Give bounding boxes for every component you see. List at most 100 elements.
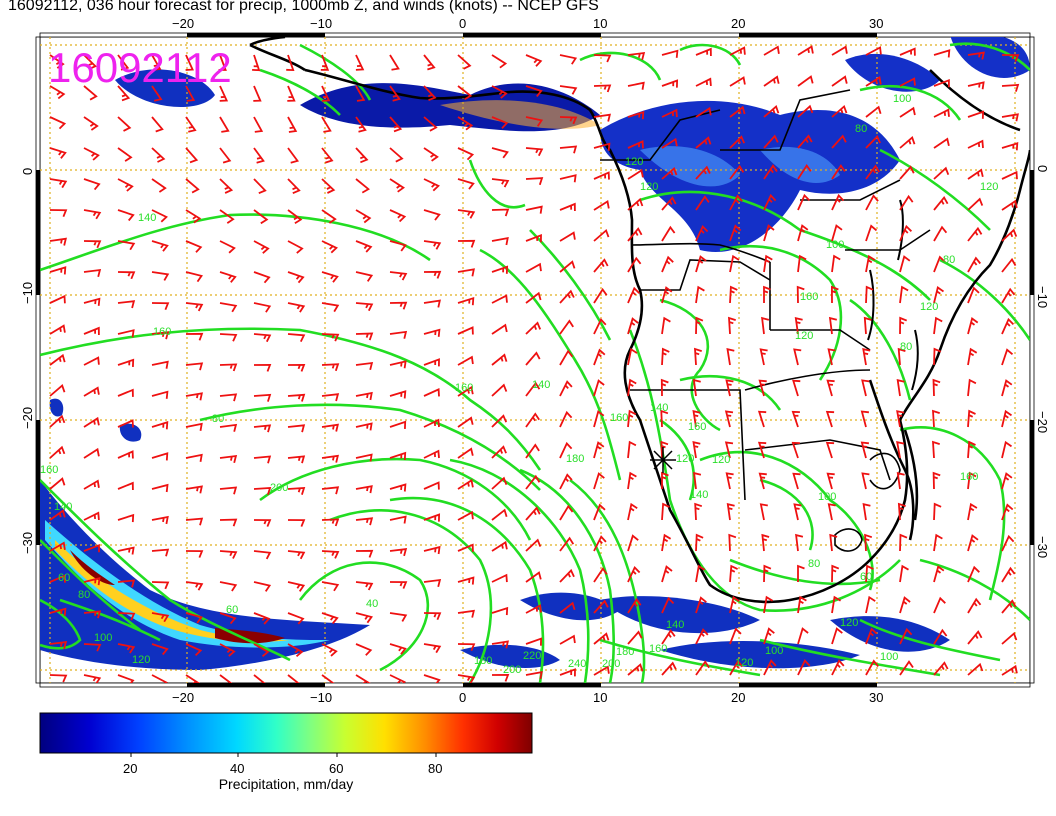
contour-label: 140	[690, 489, 708, 501]
wind-barb	[724, 441, 734, 459]
contour-label: 120	[920, 301, 938, 313]
wind-barb	[967, 81, 985, 90]
wind-barb	[423, 85, 437, 102]
wind-barb	[729, 76, 746, 87]
wind-barb	[933, 596, 946, 614]
wind-barb	[728, 316, 736, 335]
wind-barb	[491, 606, 509, 616]
wind-barb	[967, 662, 984, 676]
wind-barb	[695, 106, 712, 118]
wind-barb	[117, 450, 134, 459]
wind-barb	[933, 286, 945, 304]
wind-barb	[559, 634, 576, 645]
wind-barb	[627, 565, 641, 583]
wind-barb	[117, 329, 135, 338]
wind-barb	[933, 347, 942, 366]
wind-barb	[865, 135, 881, 149]
wind-barb	[389, 390, 407, 399]
contour-label: 80	[855, 123, 867, 135]
wind-barb	[761, 316, 770, 335]
wind-barb	[1001, 287, 1016, 304]
wind-barb	[593, 472, 605, 490]
contour-label: 120	[795, 330, 813, 342]
wind-barb	[865, 564, 874, 583]
wind-barb	[355, 147, 369, 164]
wind-barb	[457, 147, 475, 161]
wind-barb	[1001, 317, 1015, 335]
wind-barb	[899, 596, 911, 614]
wind-barb	[355, 271, 374, 282]
wind-barb	[1001, 503, 1014, 521]
wind-barb	[525, 85, 543, 97]
wind-barb	[593, 632, 610, 645]
colorbar-gradient	[39, 712, 533, 754]
wind-barb	[253, 393, 272, 402]
wind-barb	[695, 77, 712, 87]
wind-barb	[860, 441, 870, 459]
wind-barb	[49, 384, 66, 397]
wind-barb	[897, 347, 906, 366]
wind-barb	[1001, 534, 1015, 552]
wind-barb	[423, 358, 440, 367]
wind-barb	[795, 533, 804, 552]
wind-barb	[627, 378, 637, 397]
wind-barb	[321, 116, 332, 133]
wind-barb	[151, 85, 163, 102]
wind-barb	[661, 471, 669, 489]
wind-barb	[797, 134, 813, 149]
lat-label: 0	[20, 168, 35, 175]
wind-barb	[967, 534, 979, 552]
wind-barb	[1001, 664, 1018, 676]
wind-barb	[83, 54, 97, 70]
wind-barb	[593, 379, 605, 397]
wind-barb	[865, 254, 876, 273]
contour-label: 100	[94, 632, 112, 644]
wind-barb	[287, 424, 306, 433]
wind-barb	[660, 409, 669, 428]
wind-barb	[933, 196, 949, 211]
wind-barb	[389, 301, 408, 310]
wind-barb	[525, 412, 540, 428]
wind-barb	[933, 78, 950, 88]
contour-label: 100	[880, 651, 898, 663]
wind-barb	[83, 416, 100, 428]
wind-barb	[185, 271, 203, 283]
wind-barb	[763, 164, 778, 180]
wind-barb	[253, 581, 272, 592]
wind-barb	[491, 208, 510, 217]
wind-barb	[661, 533, 672, 552]
wind-barb	[725, 472, 734, 490]
wind-barb	[219, 85, 229, 102]
lon-label: 0	[459, 16, 466, 31]
wind-barb	[1001, 566, 1016, 583]
wind-barb	[525, 381, 541, 397]
wind-barb	[287, 363, 306, 372]
wind-barb	[627, 502, 638, 521]
wind-barb	[457, 116, 474, 131]
wind-barb	[724, 410, 734, 428]
wind-barb	[763, 627, 775, 645]
wind-barb	[355, 240, 373, 253]
wind-barb	[151, 674, 168, 683]
wind-barb	[865, 659, 879, 676]
wind-barb	[117, 54, 130, 71]
wind-barb	[491, 323, 508, 335]
wind-barb	[661, 137, 678, 149]
wind-barb	[151, 390, 169, 399]
wind-barb	[151, 116, 164, 133]
wind-barb	[899, 47, 916, 56]
wind-barb	[661, 79, 679, 88]
wind-barb	[151, 240, 169, 252]
wind-barb	[83, 178, 101, 191]
wind-barb	[627, 534, 639, 552]
wind-barb	[491, 178, 510, 188]
wind-barb	[830, 285, 839, 304]
wind-barb	[253, 271, 271, 284]
wind-barb	[389, 515, 407, 524]
contour-label: 80	[900, 341, 912, 353]
wind-barb	[83, 85, 98, 101]
wind-barb	[491, 85, 508, 99]
wind-barb	[117, 209, 135, 222]
contour-label: 220	[523, 650, 541, 662]
